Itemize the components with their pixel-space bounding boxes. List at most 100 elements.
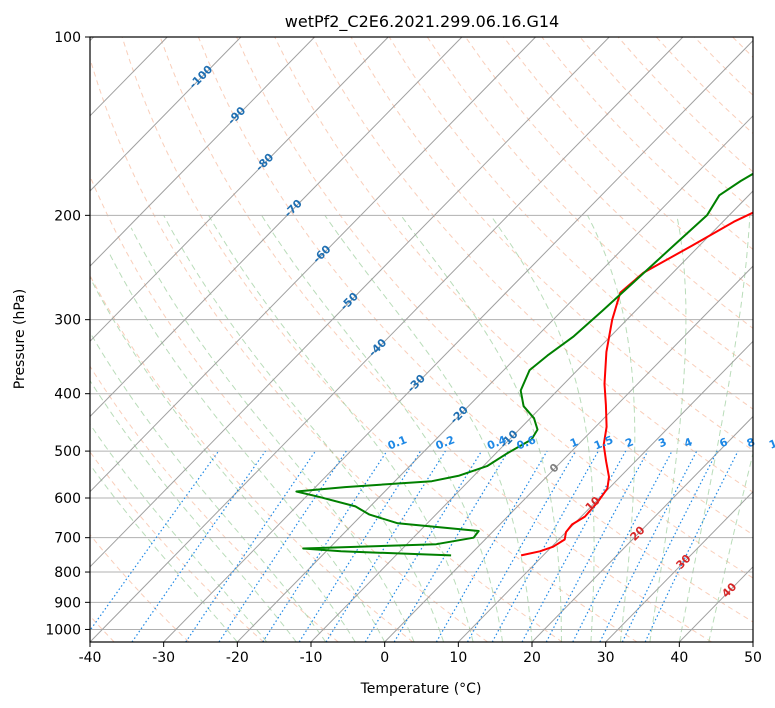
mixing-ratio-line [572,450,673,642]
isotherm-line [752,641,753,642]
moist-adiabat-line [90,276,356,642]
isotherm-line [90,37,536,493]
x-tick-label: 0 [380,650,389,666]
dry-adiabat-line [90,451,264,642]
mixing-ratio-line [131,450,266,642]
mixing-ratio-line [435,450,548,642]
dry-adiabat-line [771,37,775,642]
isotherm-lines [90,37,753,642]
dry-adiabat-line [655,37,753,135]
y-tick-label: 800 [54,565,81,581]
mixing-ratio-line [90,450,220,632]
isotherm-line [310,190,753,642]
x-tick-label: -20 [226,650,249,666]
x-tick-label: 40 [670,650,688,666]
mixing-ratio-label: 1 [568,435,580,450]
moist-adiabat-line [324,215,533,642]
moist-adiabat-line [90,331,327,642]
y-axis-label: Pressure (hPa) [12,289,28,389]
isotherm-line [605,490,753,642]
chart-title: wetPf2_C2E6.2021.299.06.16.G14 [285,12,559,32]
moist-adiabat-line [90,423,268,642]
mixing-ratio-label: 2 [623,435,635,450]
dry-adiabat-line [426,37,753,370]
mixing-ratio-line [599,450,698,642]
moist-adiabat-line [130,227,415,642]
moist-adiabat-line [587,215,636,642]
isotherm-line [531,415,753,642]
isotherm-line [457,340,753,642]
mixing-ratio-line [491,450,599,642]
mixing-ratio-line [621,450,718,642]
dry-adiabat-line [121,37,638,642]
mixing-ratio-line [466,450,577,642]
isotherm-line [90,37,315,267]
y-tick-label: 1000 [45,622,81,638]
x-tick-label: -40 [79,650,102,666]
dry-adiabat-line [90,274,414,642]
mixing-ratio-label: 6 [718,435,730,450]
background-lines [90,37,775,642]
x-tick-label: 10 [449,650,467,666]
plot-frame [89,36,754,643]
line-labels: 0.10.20.40.611.52346810131620253036-100-… [187,62,775,600]
x-tick-label: 50 [744,650,762,666]
dry-adiabat-line [90,56,563,642]
mixing-ratio-label: 4 [682,435,694,450]
moist-adiabat-line [90,379,297,642]
y-tick-label: 700 [54,531,81,547]
y-tick-label: 900 [54,595,81,611]
y-tick-label: 500 [54,444,81,460]
y-tick-label: 200 [54,208,81,224]
isotherm-line [90,37,684,642]
isotherm-line [163,39,753,642]
mixing-ratio-line [393,450,509,642]
axes: -40 -30 -20 -10 0 10 20 30 40 5010020030040050060… [45,30,762,666]
x-tick-label: -30 [152,650,175,666]
moist-adiabat-line [107,251,386,642]
moist-adiabat-line [261,215,503,642]
dewpoint-line [295,172,753,557]
mixing-ratio-label: 10 [767,434,775,452]
x-tick-label: -10 [300,650,323,666]
isotherm-line [90,37,610,568]
moist-adiabat-line [678,215,751,642]
isotherm-line [90,37,463,418]
dry-adiabat-line [90,175,488,642]
mixing-ratio-line [185,450,316,642]
mixing-ratio-label: 0.2 [434,433,457,452]
dry-adiabat-line [732,37,753,58]
moist-adiabat-line [490,215,595,642]
mixing-ratio-label: 3 [657,435,669,450]
isotherm-line [678,566,753,642]
temperature-line [520,211,753,557]
mixing-ratio-label: 0.1 [386,433,409,452]
mixing-ratio-line [262,450,388,642]
mixing-ratio-label: 8 [745,435,757,450]
moist-adiabat-line [400,215,562,642]
isotherm-line [384,265,753,642]
mixing-ratio-line [298,450,422,642]
isotherm-line [90,37,389,343]
profile-series [295,172,753,557]
mixing-ratio-line [364,450,483,642]
mixing-ratio-line [521,450,627,642]
y-tick-label: 100 [54,30,81,46]
mixing-ratio-label: 1.5 [592,433,615,452]
isotherm-line [90,37,242,192]
y-tick-label: 300 [54,313,81,329]
dry-adiabat-line [503,37,753,290]
x-axis-label: Temperature (°C) [360,681,482,697]
moist-adiabat-line [208,215,474,642]
y-tick-label: 400 [54,387,81,403]
moist-adiabat-line [90,463,238,642]
mixing-ratio-lines [90,450,739,642]
y-tick-label: 600 [54,491,81,507]
dry-adiabat-line [312,37,753,493]
mixing-ratio-line [545,450,649,642]
moist-adiabat-line [163,215,445,642]
grid-lines [90,37,753,630]
mixing-ratio-line [218,450,347,642]
x-tick-label: 30 [597,650,615,666]
